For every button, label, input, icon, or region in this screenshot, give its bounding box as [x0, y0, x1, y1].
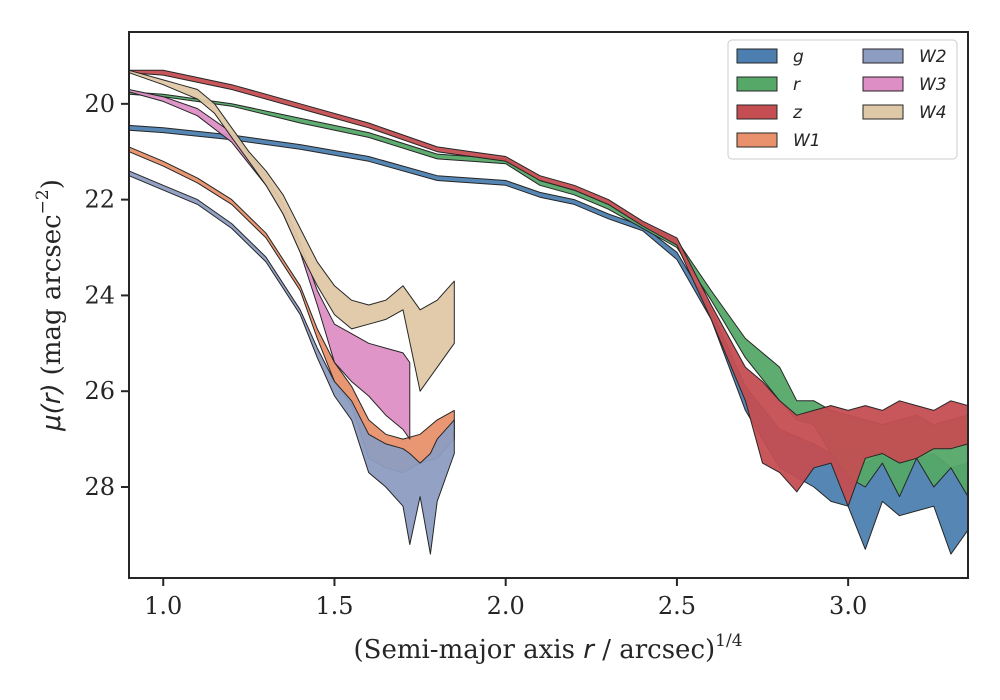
y-tick-label: 22	[84, 186, 115, 214]
band-w2	[128, 170, 455, 555]
legend: grz W1 W2 W3 W4	[727, 39, 958, 160]
legend-swatch-w3	[862, 76, 904, 92]
legend-swatch-w1	[736, 132, 778, 148]
y-tick-label: 24	[84, 281, 115, 309]
legend-label-w4: W4	[919, 103, 947, 123]
band-w4	[128, 69, 455, 392]
x-tick-label: 3.0	[829, 592, 867, 620]
x-axis: 1.0 1.5 2.0 2.5 3.0	[144, 578, 867, 620]
x-tick-label: 1.5	[315, 592, 353, 620]
x-axis-label: (Semi-major axis r / arcsec)1/4	[353, 631, 742, 665]
x-tick-label: 2.0	[487, 592, 525, 620]
legend-swatch-w2	[862, 48, 904, 64]
legend-label-w3: W3	[919, 75, 947, 95]
legend-label-w2: W2	[919, 47, 947, 67]
legend-frame	[727, 39, 958, 160]
legend-label-g: g	[793, 47, 804, 67]
legend-swatch-w4	[862, 104, 904, 120]
legend-swatch-g	[736, 48, 778, 64]
y-axis: 20 22 24 26 28	[84, 90, 129, 501]
legend-swatch-z	[736, 104, 778, 120]
profile-bands	[128, 69, 969, 555]
y-tick-label: 20	[84, 90, 115, 118]
x-tick-label: 1.0	[144, 592, 182, 620]
y-axis-label: μ(r)(mag arcsec−2)	[33, 179, 67, 432]
y-tick-label: 28	[84, 473, 115, 501]
plot-frame	[128, 31, 969, 579]
y-tick-label: 26	[84, 377, 115, 405]
legend-label-w1: W1	[793, 131, 821, 151]
legend-swatch-r	[736, 76, 778, 92]
legend-label-z: z	[792, 103, 803, 123]
x-tick-label: 2.5	[658, 592, 696, 620]
legend-label-r: r	[793, 75, 801, 95]
